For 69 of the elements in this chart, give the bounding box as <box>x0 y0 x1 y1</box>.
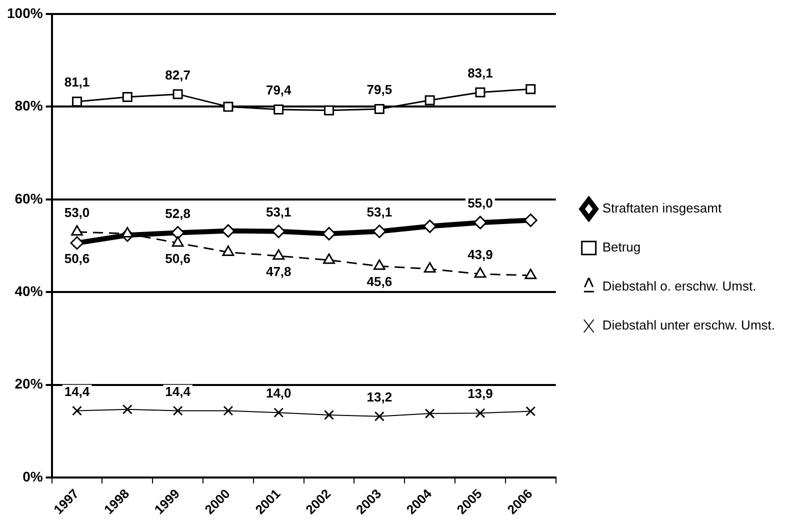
point <box>424 95 435 106</box>
point <box>526 84 536 94</box>
y-tick-label: 60% <box>14 190 44 206</box>
data-label: 50,6 <box>165 251 190 266</box>
data-label: 47,8 <box>266 264 292 280</box>
point <box>172 89 183 100</box>
data-label: 83,1 <box>468 65 493 80</box>
point <box>223 102 234 112</box>
data-label: 53,1 <box>366 204 392 220</box>
data-label: 53,0 <box>64 204 90 220</box>
point <box>72 96 82 107</box>
y-tick-label: 40% <box>14 282 44 299</box>
point <box>423 220 437 234</box>
point <box>374 411 384 422</box>
point <box>221 224 235 238</box>
point <box>71 225 83 236</box>
data-label: 13,9 <box>468 386 493 402</box>
y-tick-label: 100% <box>6 4 44 21</box>
point <box>424 262 436 273</box>
data-label: 14,4 <box>64 384 90 399</box>
point <box>172 406 183 416</box>
point <box>272 249 285 260</box>
point <box>324 105 334 116</box>
point <box>274 408 284 418</box>
data-label: 53,1 <box>266 204 292 220</box>
point <box>172 236 184 247</box>
point <box>475 87 486 98</box>
data-label: 79,4 <box>266 82 292 98</box>
point <box>272 224 286 238</box>
data-label: 14,0 <box>266 386 292 401</box>
point <box>70 236 84 250</box>
point <box>72 406 82 416</box>
point <box>122 404 132 414</box>
data-label: 50,6 <box>64 251 90 266</box>
point <box>171 226 185 240</box>
data-label: 45,6 <box>366 274 392 290</box>
point <box>424 408 435 419</box>
point <box>322 226 336 240</box>
legend-label: Diebstahl o. erschw. Umst. <box>602 278 756 294</box>
point <box>323 253 335 264</box>
point <box>475 408 486 418</box>
point <box>374 104 384 114</box>
point <box>121 226 134 238</box>
point <box>524 268 537 280</box>
data-label: 43,9 <box>468 247 493 262</box>
point <box>223 406 234 416</box>
point <box>474 267 486 278</box>
point <box>526 406 536 416</box>
data-label: 81,1 <box>64 74 90 90</box>
data-label: 14,4 <box>165 384 192 399</box>
point <box>524 214 538 228</box>
point <box>324 410 334 420</box>
data-label: 55,0 <box>468 196 493 211</box>
point <box>372 224 386 238</box>
data-label: 52,8 <box>165 206 190 221</box>
legend-label: Diebstahl unter erschw. Umst. <box>602 318 776 333</box>
data-label: 82,7 <box>165 67 190 82</box>
y-tick-label: 80% <box>14 98 44 114</box>
legend-label: Straftaten insgesamt <box>602 200 722 216</box>
y-tick-label: 20% <box>14 376 44 392</box>
data-label: 13,2 <box>366 389 392 404</box>
point <box>274 104 284 114</box>
legend-label: Betrug <box>602 240 641 255</box>
point <box>373 259 386 270</box>
y-tick-label: 0% <box>22 468 44 484</box>
data-label: 79,5 <box>366 82 392 98</box>
point <box>122 92 132 102</box>
point <box>222 246 234 256</box>
point <box>473 216 487 230</box>
